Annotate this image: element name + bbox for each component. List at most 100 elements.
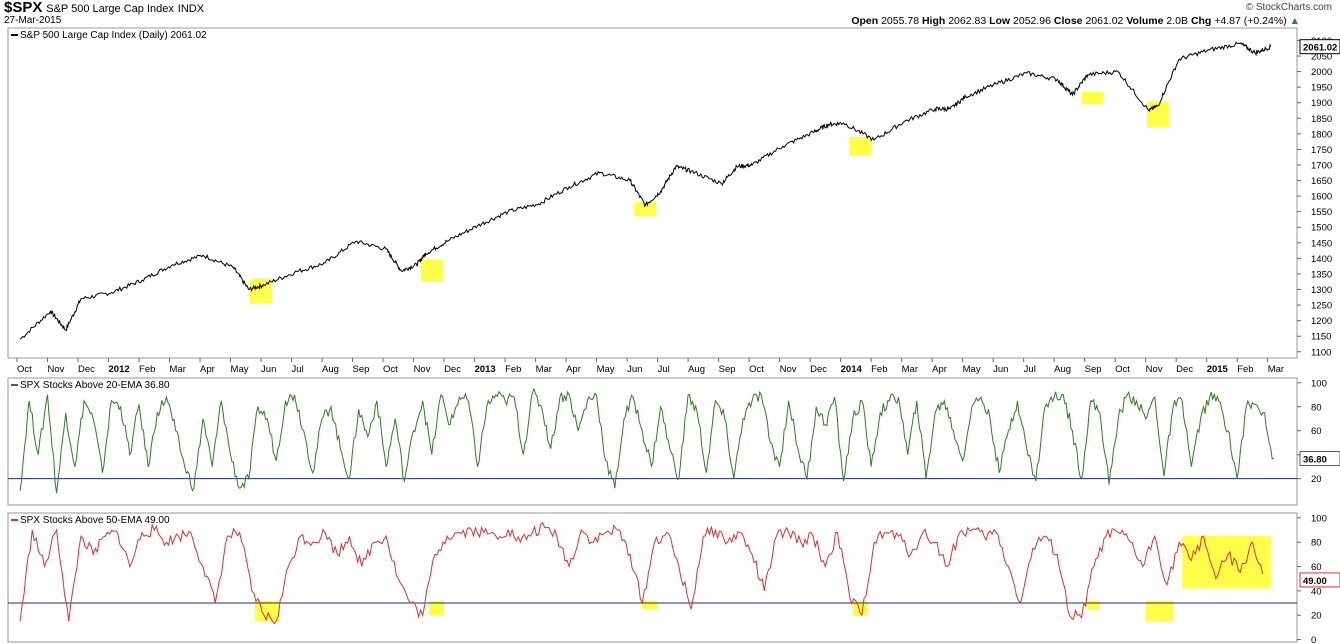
y-tick-label: 1400	[1311, 254, 1332, 265]
y-tick-label: 1850	[1311, 114, 1332, 125]
y-tick-label: 1500	[1311, 223, 1332, 234]
highlight-box	[1086, 600, 1100, 610]
ticker-symbol: $SPX	[4, 0, 43, 16]
y-tick-label: 1750	[1311, 145, 1332, 156]
y-tick-label: 20	[1311, 474, 1322, 485]
y-tick-label: 1700	[1311, 160, 1332, 171]
highlight-box	[634, 202, 657, 217]
close-label: Close	[1053, 15, 1083, 27]
x-tick-label: Jul	[1024, 364, 1036, 375]
series-line	[19, 521, 1264, 625]
y-tick-label: 80	[1311, 538, 1322, 549]
x-tick-label: 2012	[109, 364, 130, 375]
highlight-box	[1182, 536, 1271, 589]
y-tick-label: 1600	[1311, 192, 1332, 203]
brand-watermark: © StockCharts.com	[1245, 2, 1332, 13]
x-tick-label: May	[597, 364, 615, 375]
x-tick-label: Jun	[627, 364, 642, 375]
y-tick-label: 1250	[1311, 301, 1332, 312]
highlight-box	[249, 278, 272, 304]
low-value: 2052.96	[1013, 15, 1051, 27]
chg-value: +4.87 (+0.24%)	[1214, 15, 1287, 27]
chg-up-icon: ▲	[1289, 15, 1300, 27]
x-tick-label: Nov	[1146, 364, 1163, 375]
last-value-label: 2061.02	[1303, 43, 1337, 54]
y-tick-label: 1150	[1311, 332, 1331, 343]
volume-value: 2.0B	[1166, 15, 1189, 27]
x-tick-label: Jun	[261, 364, 276, 375]
x-tick-label: Mar	[1268, 364, 1284, 375]
x-tick-label: Feb	[1237, 364, 1253, 375]
x-tick-label: Sep	[1085, 364, 1102, 375]
chart-panel-1: 1100 1150 1200 1250 1300 1350 1400 1450 1500 1550…	[7, 27, 1340, 375]
x-tick-label: 2013	[475, 364, 496, 375]
y-tick-label: 1950	[1311, 83, 1332, 94]
chart-header: $SPX S&P 500 Large Cap Index INDX 27-Mar…	[0, 0, 1340, 28]
open-value: 2055.78	[881, 15, 920, 27]
open-label: Open	[851, 15, 879, 27]
panel-title: SPX Stocks Above 50-EMA 49.00	[20, 515, 170, 526]
y-tick-label: 1800	[1311, 129, 1332, 140]
ohlc-summary: Open 2055.78 High 2062.83 Low 2052.96 Cl…	[851, 15, 1300, 27]
x-tick-label: Feb	[139, 364, 155, 375]
x-tick-label: Jul	[658, 364, 670, 375]
panel-frame	[7, 377, 1298, 506]
highlight-box	[1081, 91, 1104, 105]
x-tick-label: Oct	[17, 364, 32, 375]
x-tick-label: 2014	[841, 364, 863, 375]
ticker-name: S&P 500 Large Cap Index	[46, 3, 174, 15]
y-tick-label: 1200	[1311, 316, 1332, 327]
x-tick-label: 2015	[1207, 364, 1229, 375]
chg-label: Chg	[1190, 15, 1212, 27]
last-value-label: 49.00	[1303, 576, 1327, 587]
panel-frame	[7, 27, 1298, 359]
x-tick-label: Mar	[536, 364, 552, 375]
y-tick-label: 1350	[1311, 269, 1332, 280]
x-tick-label: May	[231, 364, 249, 375]
ticker-symbol-row: $SPX S&P 500 Large Cap Index INDX	[4, 0, 204, 16]
y-tick-label: 60	[1311, 426, 1322, 437]
x-tick-label: Apr	[200, 364, 215, 375]
low-label: Low	[989, 15, 1011, 27]
y-tick-label: 40	[1311, 586, 1322, 597]
y-tick-label: 100	[1311, 378, 1327, 389]
close-value: 2061.02	[1085, 15, 1124, 27]
x-tick-label: Apr	[932, 364, 947, 375]
highlight-box	[1146, 101, 1169, 128]
x-tick-label: Aug	[1054, 364, 1071, 375]
x-tick-label: Sep	[719, 364, 736, 375]
last-value-label: 36.80	[1303, 455, 1327, 466]
x-tick-label: Oct	[383, 364, 398, 375]
y-tick-label: 20	[1311, 611, 1322, 622]
highlight-box	[428, 600, 445, 616]
last-value-badge	[1299, 39, 1340, 55]
y-tick-label: 2000	[1311, 67, 1332, 78]
x-tick-label: Feb	[505, 364, 521, 375]
x-tick-label: Nov	[414, 364, 431, 375]
y-tick-label: 1100	[1311, 347, 1331, 358]
x-tick-label: Mar	[902, 364, 918, 375]
chart-date: 27-Mar-2015	[4, 15, 62, 26]
highlight-box	[852, 600, 869, 616]
x-tick-label: Aug	[322, 364, 339, 375]
x-tick-label: Aug	[688, 364, 705, 375]
x-tick-label: Nov	[48, 364, 65, 375]
x-tick-label: Apr	[566, 364, 581, 375]
panel-frame	[7, 512, 1298, 643]
series-line	[19, 41, 1272, 340]
y-tick-label: 1450	[1311, 238, 1332, 249]
panel-title: S&P 500 Large Cap Index (Daily) 2061.02	[20, 30, 207, 41]
highlight-box	[420, 259, 443, 282]
ticker-exchange: INDX	[177, 3, 205, 15]
chart-panel-3: 0 20 40 60 80 100 SPX Stocks Above 50-EMA 49.0…	[7, 512, 1340, 644]
y-tick-label: 1300	[1311, 285, 1332, 296]
y-tick-label: 60	[1311, 562, 1322, 573]
x-tick-label: Dec	[1176, 364, 1193, 375]
x-tick-label: Dec	[78, 364, 95, 375]
x-tick-label: Feb	[871, 364, 887, 375]
y-tick-label: 2050	[1311, 52, 1332, 63]
series-line	[19, 387, 1274, 494]
last-value-badge	[1299, 572, 1340, 588]
